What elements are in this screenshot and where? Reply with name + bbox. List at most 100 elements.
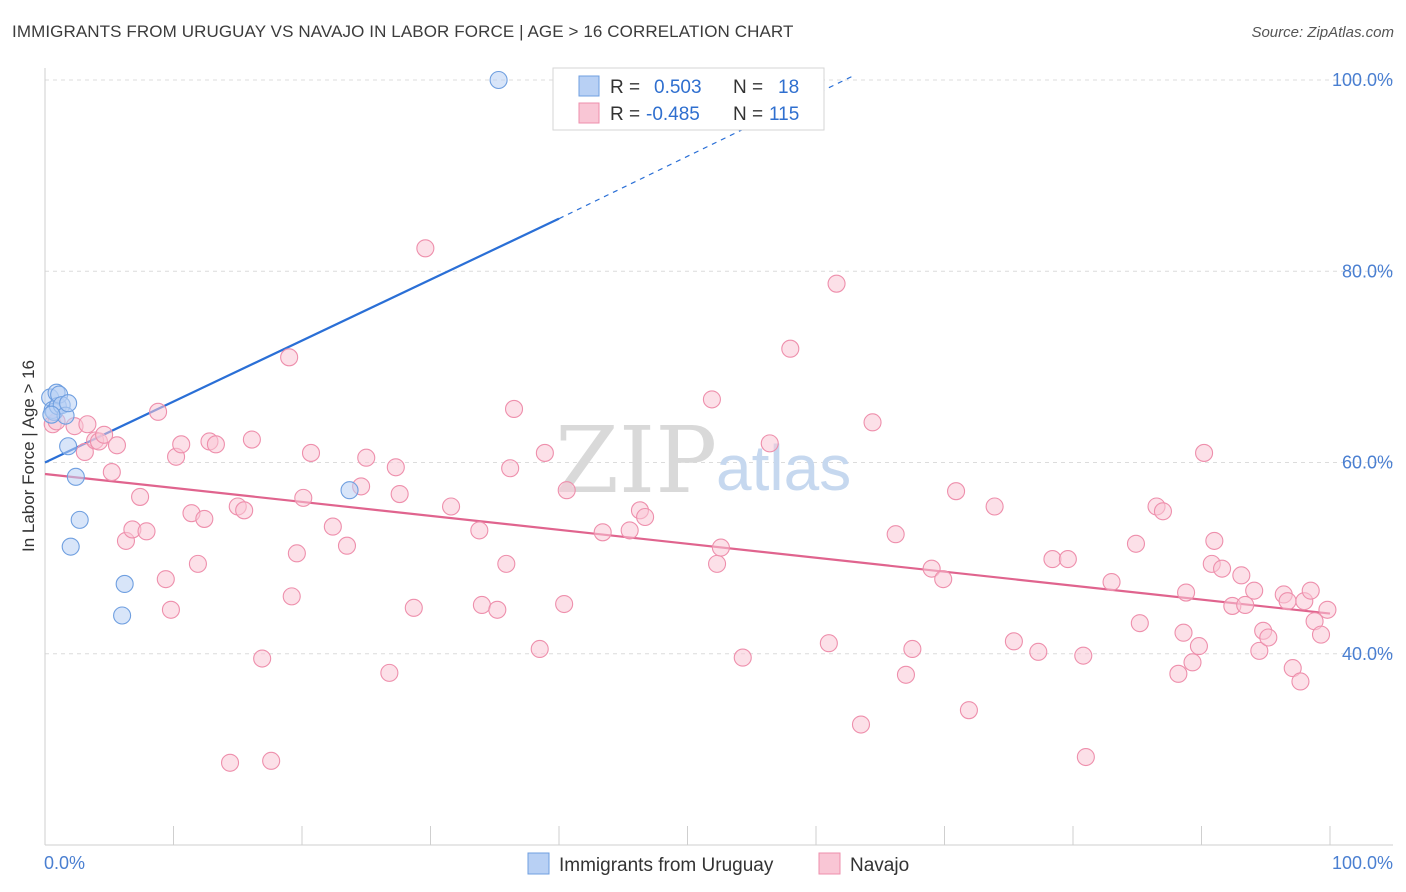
trend-line-1 (44, 472, 1331, 615)
point-series1-49 (504, 399, 524, 419)
point-series1-63 (781, 339, 800, 358)
point-series1-38 (380, 663, 399, 682)
point-series0-16 (489, 70, 508, 90)
y-tick-label-1: 60.0% (1342, 453, 1393, 473)
point-series1-8 (107, 436, 127, 455)
legend-n-value-2: 115 (769, 104, 799, 125)
point-series1-45 (472, 595, 491, 615)
point-series0-12 (70, 510, 89, 529)
point-series0-15 (340, 481, 359, 500)
point-series1-22 (206, 435, 225, 454)
watermark-atlas: atlas (716, 432, 851, 504)
series-legend-label-uruguay: Immigrants from Uruguay (559, 855, 774, 876)
point-series1-28 (262, 751, 281, 770)
point-series1-13 (149, 402, 168, 421)
point-series1-87 (1169, 664, 1188, 683)
series-legend-swatch-navajo (818, 852, 841, 875)
point-series1-37 (357, 448, 376, 467)
point-series1-81 (1076, 747, 1095, 767)
point-series1-43 (442, 497, 461, 516)
point-series1-64 (819, 634, 838, 653)
point-series1-69 (896, 665, 916, 684)
point-series1-11 (131, 487, 150, 506)
point-series1-53 (557, 481, 576, 500)
y-tick-label-2: 80.0% (1342, 261, 1393, 281)
x-tick-label-0: 0.0% (44, 853, 85, 873)
point-series1-39 (386, 458, 405, 477)
point-series1-33 (301, 443, 321, 462)
point-series0-13 (115, 574, 134, 593)
point-series1-26 (242, 430, 261, 449)
legend-r-value-2: -0.485 (646, 104, 700, 125)
point-series1-35 (337, 536, 357, 555)
point-series0-9 (59, 437, 78, 456)
point-series1-32 (294, 488, 313, 507)
point-series0-10 (61, 537, 80, 556)
point-series1-58 (702, 390, 721, 409)
chart-source: Source: ZipAtlas.com (1251, 24, 1394, 41)
point-series1-79 (1058, 550, 1077, 569)
point-series1-31 (287, 544, 306, 563)
point-series1-23 (220, 753, 240, 772)
point-series1-3 (78, 415, 97, 434)
y-tick-label-3: 100.0% (1332, 70, 1393, 90)
trend-line-0 (44, 217, 560, 464)
point-series1-84 (1130, 614, 1149, 633)
point-series1-15 (161, 600, 180, 619)
point-series1-67 (863, 413, 882, 432)
point-series1-108 (1301, 581, 1320, 600)
point-series1-34 (323, 517, 342, 536)
grid-lines (44, 79, 1393, 845)
point-series1-110 (1311, 625, 1331, 644)
point-series1-106 (1291, 672, 1310, 691)
point-series1-80 (1074, 646, 1093, 665)
point-series1-75 (985, 497, 1004, 516)
point-series1-59 (708, 554, 727, 573)
point-series1-29 (280, 348, 299, 367)
scatter-points (41, 70, 1337, 772)
point-series1-42 (416, 239, 435, 258)
point-series1-27 (253, 649, 272, 668)
point-series1-44 (470, 521, 489, 540)
point-series1-6 (95, 425, 114, 444)
point-series1-46 (488, 600, 507, 619)
point-series1-65 (827, 274, 846, 293)
point-series1-83 (1126, 534, 1146, 553)
point-series1-105 (1283, 659, 1302, 678)
point-series1-48 (501, 459, 520, 478)
point-series1-86 (1153, 502, 1172, 521)
tick-labels: 40.0% 60.0% 80.0% 100.0% 0.0% 100.0% (44, 70, 1393, 873)
series-legend-label-navajo: Navajo (850, 855, 909, 876)
point-series1-12 (137, 522, 156, 541)
point-series1-89 (1177, 583, 1196, 602)
point-series1-92 (1195, 443, 1214, 462)
stats-legend: R = 0.503 N = 18 R = -0.485 N = 115 (552, 67, 825, 131)
y-axis-label: In Labor Force | Age > 16 (19, 360, 38, 552)
point-series1-62 (760, 434, 779, 453)
x-tick-label-1: 100.0% (1332, 853, 1393, 873)
point-series1-100 (1250, 641, 1269, 660)
series-legend-swatch-uruguay (527, 852, 550, 875)
point-series1-51 (535, 443, 554, 462)
chart-title: IMMIGRANTS FROM URUGUAY VS NAVAJO IN LAB… (12, 22, 794, 41)
point-series1-74 (959, 701, 978, 720)
point-series1-70 (903, 639, 922, 659)
point-series1-52 (555, 594, 574, 614)
point-series1-91 (1189, 637, 1208, 656)
legend-swatch-uruguay (578, 75, 600, 97)
point-series1-17 (172, 435, 191, 454)
point-series1-25 (235, 501, 254, 520)
point-series1-98 (1236, 595, 1255, 615)
point-series1-47 (497, 554, 516, 573)
legend-r-label-1: R = (610, 77, 640, 98)
point-series1-111 (1318, 600, 1337, 619)
point-series1-54 (593, 523, 612, 542)
point-series1-99 (1245, 581, 1264, 600)
legend-n-value-1: 18 (778, 77, 799, 98)
point-series0-14 (113, 606, 132, 625)
point-series0-11 (66, 467, 85, 486)
point-series1-20 (195, 509, 214, 528)
series-legend: Immigrants from Uruguay Navajo (527, 852, 909, 876)
point-series0-8 (59, 394, 78, 413)
